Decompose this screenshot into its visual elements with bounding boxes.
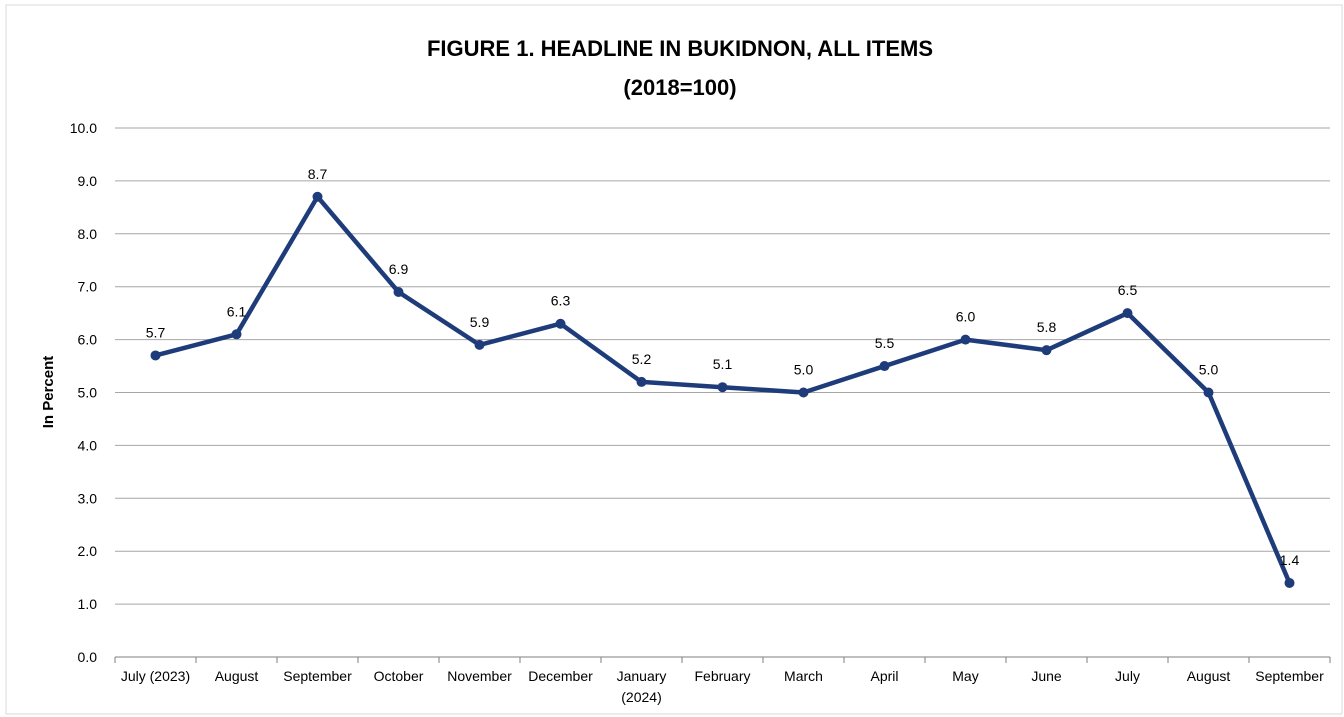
series-points	[150, 191, 1295, 588]
data-label: 1.4	[1280, 552, 1300, 568]
x-tick-label: February	[694, 668, 750, 684]
data-point	[555, 318, 566, 329]
data-point	[1122, 308, 1133, 319]
data-label: 5.7	[146, 324, 166, 340]
x-tick-label: September	[1255, 668, 1324, 684]
x-tick-label: July	[1115, 668, 1140, 684]
data-label: 5.9	[470, 314, 490, 330]
x-tick-label: April	[870, 668, 898, 684]
y-tick-label: 10.0	[70, 120, 97, 136]
y-tick-label: 2.0	[78, 543, 98, 559]
data-label: 5.0	[1199, 362, 1219, 378]
x-tick-label: August	[1187, 668, 1231, 684]
x-tick-label: June	[1031, 668, 1062, 684]
data-label: 5.1	[713, 356, 733, 372]
data-label: 6.0	[956, 309, 976, 325]
chart-title: FIGURE 1. HEADLINE IN BUKIDNON, ALL ITEM…	[427, 36, 933, 61]
gridlines	[115, 127, 1330, 605]
data-point	[231, 329, 242, 340]
y-tick-labels: 0.0 1.0 2.0 3.0 4.0 5.0 6.0 7.0 8.0 9.0 10.0	[70, 120, 97, 665]
data-point	[636, 376, 647, 387]
data-point	[879, 361, 890, 372]
x-tick-label: September	[283, 668, 352, 684]
data-label: 5.8	[1037, 319, 1057, 335]
y-tick-label: 4.0	[78, 437, 98, 453]
chart-border	[5, 4, 1343, 715]
data-point	[717, 382, 728, 393]
y-tick-label: 3.0	[78, 490, 98, 506]
y-tick-label: 7.0	[78, 279, 98, 295]
x-tick-labels: July (2023) August September October Novembe…	[121, 668, 1324, 705]
data-labels: 5.7 6.1 8.7 6.9 5.9 6.3 5.2 5.1 5.0 5.5 6.0 5.8 6.5 5…	[146, 166, 1300, 568]
x-tick-label: July (2023)	[121, 668, 190, 684]
data-point	[1203, 387, 1214, 398]
x-tick-label: November	[447, 668, 512, 684]
y-tick-label: 6.0	[78, 332, 98, 348]
y-tick-label: 9.0	[78, 173, 98, 189]
y-tick-label: 0.0	[78, 649, 98, 665]
y-tick-label: 5.0	[78, 385, 98, 401]
data-point	[798, 387, 809, 398]
data-label: 5.2	[632, 351, 652, 367]
y-tick-label: 8.0	[78, 226, 98, 242]
data-label: 5.5	[875, 335, 895, 351]
chart-subtitle: (2018=100)	[623, 75, 736, 100]
data-point	[312, 191, 323, 202]
data-label: 6.9	[389, 261, 409, 277]
data-point	[150, 350, 161, 361]
x-tick-label: May	[952, 668, 978, 684]
data-label: 8.7	[308, 166, 328, 182]
y-axis-label: In Percent	[40, 356, 57, 429]
data-point	[960, 334, 971, 345]
data-point	[1041, 345, 1052, 356]
data-label: 6.5	[1118, 282, 1138, 298]
x-tick-label: March	[784, 668, 823, 684]
data-label: 6.3	[551, 293, 571, 309]
x-tick-label: October	[374, 668, 424, 684]
data-label: 5.0	[794, 362, 814, 378]
x-tick-label: December	[528, 668, 593, 684]
x-axis	[114, 656, 1331, 663]
x-tick-label: January (2024)	[617, 668, 667, 705]
y-tick-label: 1.0	[78, 596, 98, 612]
data-point	[393, 286, 404, 297]
data-label: 6.1	[227, 303, 247, 319]
x-tick-label: August	[215, 668, 259, 684]
data-point	[474, 339, 485, 350]
data-point	[1284, 577, 1295, 588]
